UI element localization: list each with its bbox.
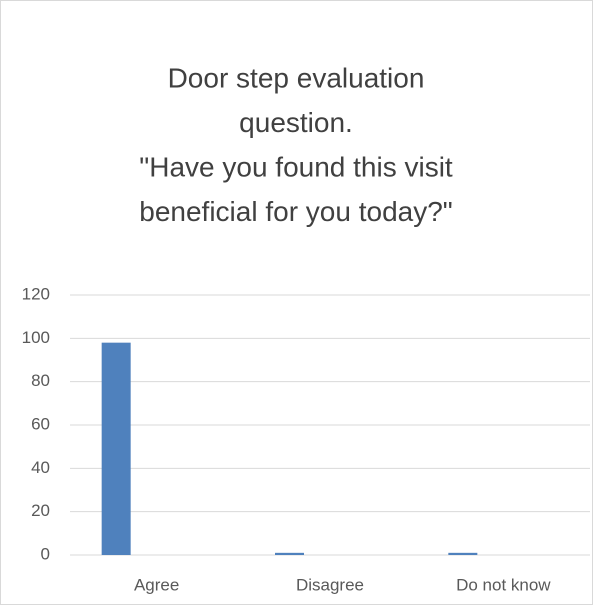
y-tick-label: 60 (31, 414, 50, 433)
y-tick-label: 80 (31, 371, 50, 390)
chart-title: question. (239, 107, 353, 138)
x-tick-label: Do not know (456, 575, 551, 594)
y-tick-label: 100 (22, 328, 50, 347)
y-tick-label: 20 (31, 501, 50, 520)
chart-title: beneficial for you today?" (139, 196, 452, 227)
bar (275, 552, 304, 555)
chart-title: Door step evaluation (168, 62, 425, 93)
y-tick-label: 0 (41, 544, 50, 563)
x-tick-label: Agree (134, 575, 179, 594)
chart-title: "Have you found this visit (139, 151, 453, 182)
bar (101, 342, 131, 555)
y-tick-label: 40 (31, 458, 50, 477)
bar (448, 552, 478, 555)
y-tick-label: 120 (22, 284, 50, 303)
x-tick-label: Disagree (296, 575, 364, 594)
